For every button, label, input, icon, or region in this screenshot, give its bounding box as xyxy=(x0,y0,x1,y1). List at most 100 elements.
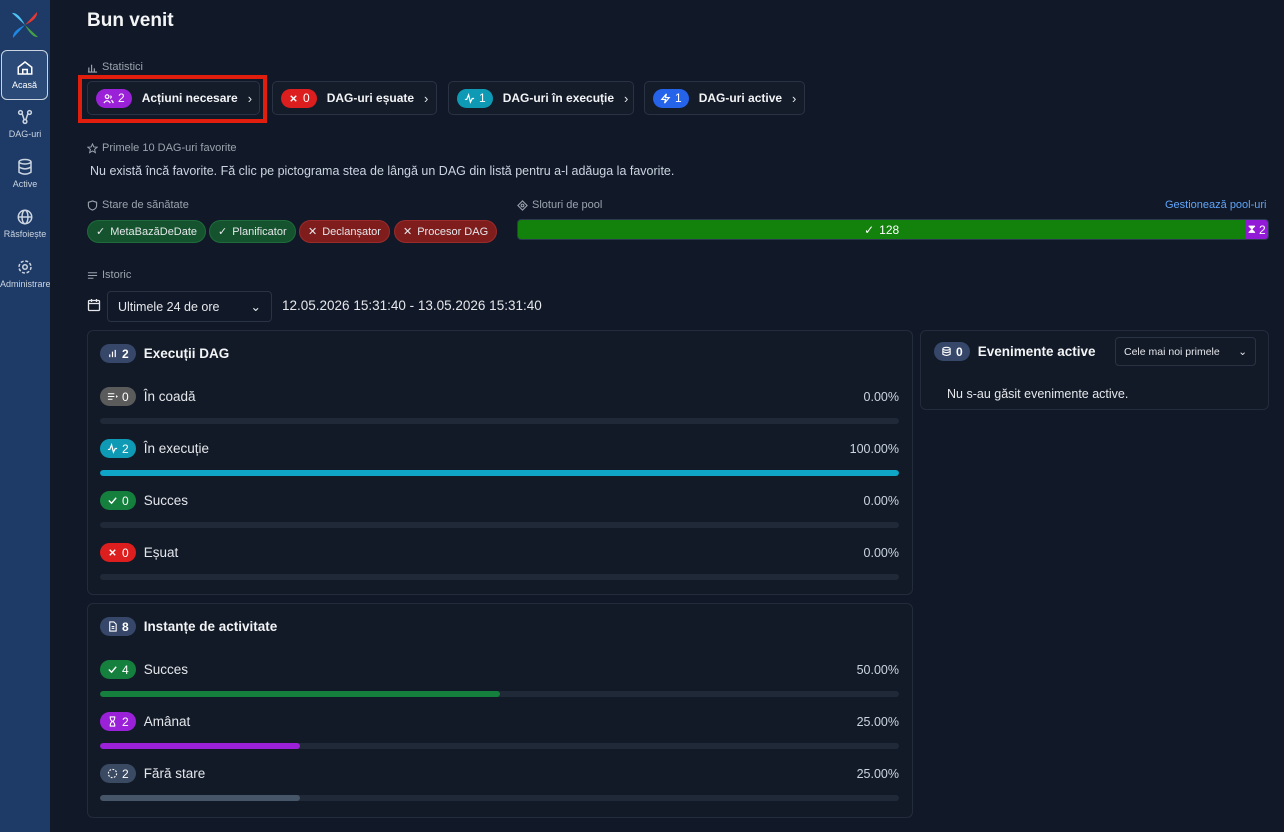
state-label: Succes xyxy=(143,493,188,508)
sidebar-item-assets[interactable]: Active xyxy=(0,158,50,189)
sidebar-item-dags[interactable]: DAG-uri xyxy=(0,108,50,139)
state-label: În execuție xyxy=(143,441,209,456)
task-instance-state-progress-fill xyxy=(100,743,300,749)
dag-run-state-row[interactable]: 0 Succes 0.00% xyxy=(100,491,899,510)
health-section-label-text: Stare de sănătate xyxy=(102,199,189,211)
x-icon xyxy=(109,549,116,556)
task-instance-state-row[interactable]: 2 Amânat 25.00% xyxy=(100,712,899,731)
chevron-down-icon: ⌄ xyxy=(1238,345,1247,358)
time-range-select[interactable]: Ultimele 24 de ore ⌄ xyxy=(107,291,272,322)
sort-option-value: Cele mai noi primele xyxy=(1124,345,1220,358)
file-icon xyxy=(109,621,117,632)
home-icon xyxy=(17,61,32,75)
dag-run-state-progress-track xyxy=(100,470,899,476)
row-left: 2 Fără stare xyxy=(100,764,205,783)
activity-icon xyxy=(107,443,118,454)
check-icon xyxy=(108,666,117,674)
health-tag-scheduler[interactable]: ✓ Planificator xyxy=(209,220,296,243)
stats-section-label: Statistici xyxy=(87,61,143,73)
stat-running-dags-button[interactable]: 1 DAG-uri în execuție › xyxy=(448,81,634,115)
task-instance-state-progress-track xyxy=(100,691,899,697)
pool-deferred-slots-segment[interactable]: ⧗ 2 xyxy=(1245,220,1268,239)
health-tag-label: Procesor DAG xyxy=(417,225,489,238)
state-count-badge: 0 xyxy=(100,491,136,510)
state-percentage: 25.00% xyxy=(856,766,899,781)
hourglass-icon xyxy=(109,716,116,727)
chevron-right-icon: › xyxy=(792,90,797,106)
asset-events-title-text: Evenimente active xyxy=(977,344,1096,359)
dag-run-state-row[interactable]: 0 Eșuat 0.00% xyxy=(100,543,899,562)
x-icon: ✕ xyxy=(308,226,318,238)
asset-events-title: 0 Evenimente active xyxy=(934,342,1096,361)
dags-icon xyxy=(17,109,33,125)
pool-slots-bar[interactable]: ✓ 128 ⧗ 2 xyxy=(517,219,1269,240)
favorites-empty-note: Nu există încă favorite. Fă clic pe pict… xyxy=(90,164,675,178)
stat-failed-dags-button[interactable]: 0 DAG-uri eșuate › xyxy=(272,81,437,115)
state-count: 2 xyxy=(122,766,129,781)
pool-section-label: Sloturi de pool xyxy=(517,199,602,211)
pool-open-slots-segment[interactable]: ✓ 128 xyxy=(518,220,1246,239)
stat-active-dags-button[interactable]: 1 DAG-uri active › xyxy=(644,81,805,115)
sidebar-item-browse[interactable]: Răsfoiește xyxy=(0,208,50,239)
x-icon: ✕ xyxy=(403,226,413,238)
task-instances-count: 8 xyxy=(122,619,129,634)
asset-events-count-badge: 0 xyxy=(934,342,970,361)
dag-run-state-row[interactable]: 2 În execuție 100.00% xyxy=(100,439,899,458)
health-tag-triggerer[interactable]: ✕ Declanșator xyxy=(299,220,390,243)
health-section-label: Stare de sănătate xyxy=(87,199,189,211)
state-count-badge: 2 xyxy=(100,439,136,458)
check-icon: ✓ xyxy=(864,222,875,237)
chevron-down-icon: ⌄ xyxy=(250,300,261,314)
globe-icon xyxy=(17,209,33,225)
task-instances-card xyxy=(87,603,913,818)
x-icon xyxy=(290,94,297,102)
health-tag-dag-processor[interactable]: ✕ Procesor DAG xyxy=(394,220,498,243)
row-left: 0 În coadă xyxy=(100,387,195,406)
stat-actions-required-button[interactable]: 2 Acțiuni necesare › xyxy=(87,81,260,115)
dag-runs-title-text: Execuții DAG xyxy=(143,346,230,361)
state-percentage: 0.00% xyxy=(863,389,899,404)
sidebar-item-label: Acasă xyxy=(11,80,37,90)
asset-events-empty-note: Nu s-au găsit evenimente active. xyxy=(947,387,1129,401)
row-left: 2 Amânat xyxy=(100,712,190,731)
health-tag-metadatabase[interactable]: ✓ MetaBazăDeDate xyxy=(87,220,207,243)
hourglass-icon: ⧗ xyxy=(1247,222,1256,236)
state-count: 0 xyxy=(122,493,129,508)
airflow-logo[interactable] xyxy=(10,10,40,40)
row-left: 2 În execuție xyxy=(100,439,209,458)
failed-count: 0 xyxy=(303,91,310,105)
task-instance-state-row[interactable]: 2 Fără stare 25.00% xyxy=(100,764,899,783)
task-instance-state-row[interactable]: 4 Succes 50.00% xyxy=(100,660,899,679)
zap-icon xyxy=(660,93,671,103)
sidebar-item-label: Administrare xyxy=(0,279,50,289)
check-icon: ✓ xyxy=(96,226,106,238)
failed-count-badge: 0 xyxy=(281,88,317,108)
active-count: 1 xyxy=(675,91,682,105)
sidebar-item-admin[interactable]: Administrare xyxy=(0,258,50,289)
state-percentage: 0.00% xyxy=(863,493,899,508)
health-tag-label: Declanșator xyxy=(322,225,381,238)
dag-run-state-row[interactable]: 0 În coadă 0.00% xyxy=(100,387,899,406)
row-left: 4 Succes xyxy=(100,660,188,679)
running-label: DAG-uri în execuție xyxy=(502,91,615,105)
sidebar-item-label: Răsfoiește xyxy=(3,229,47,239)
page-title: Bun venit xyxy=(87,10,174,31)
sidebar-item-home[interactable]: Acasă xyxy=(1,50,48,100)
main-content: Bun venit Statistici 2 Acțiuni necesare … xyxy=(50,0,1284,832)
row-left: 0 Eșuat xyxy=(100,543,178,562)
state-count: 2 xyxy=(122,714,129,729)
asset-events-sort-select[interactable]: Cele mai noi primele ⌄ xyxy=(1115,337,1256,366)
task-instance-state-progress-track xyxy=(100,743,899,749)
circle-dashed-icon xyxy=(107,768,118,779)
task-instance-state-progress-fill xyxy=(100,691,500,697)
row-left: 0 Succes xyxy=(100,491,188,510)
manage-pools-link[interactable]: Gestionează pool-uri xyxy=(1165,199,1267,211)
state-count-badge: 0 xyxy=(100,543,136,562)
actions-count: 2 xyxy=(118,91,125,105)
history-icon xyxy=(87,271,98,279)
health-tag-label: Planificator xyxy=(232,225,287,238)
history-section-label: Istoric xyxy=(87,269,131,281)
health-tag-label: MetaBazăDeDate xyxy=(110,225,198,238)
state-count-badge: 2 xyxy=(100,764,136,783)
state-label: În coadă xyxy=(143,389,196,404)
